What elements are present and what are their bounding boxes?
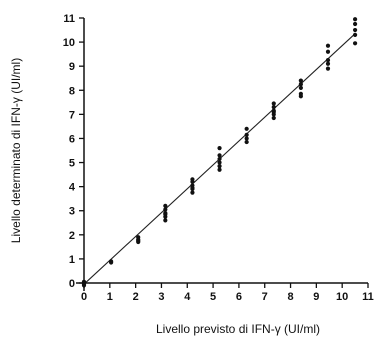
x-tick-label: 10	[336, 291, 348, 303]
x-tick-label: 8	[287, 291, 293, 303]
data-point	[190, 177, 195, 182]
data-point	[271, 101, 276, 106]
data-point	[217, 167, 222, 172]
data-point	[217, 164, 222, 169]
data-point	[298, 82, 303, 87]
data-points-layer	[81, 17, 358, 288]
y-tick-label: 6	[69, 133, 75, 145]
data-point	[325, 49, 331, 54]
y-tick-label: 4	[69, 182, 76, 194]
data-point	[190, 190, 195, 195]
x-ticks: 0 1 2 3 4 5 6 7 8 9 10 11	[81, 283, 374, 303]
y-tick-label: 3	[69, 206, 75, 218]
data-point	[217, 156, 222, 162]
x-tick-label: 5	[210, 291, 216, 303]
y-tick-label: 9	[69, 61, 75, 73]
data-point	[244, 126, 249, 131]
x-tick-label: 7	[262, 291, 268, 303]
x-tick-label: 4	[184, 291, 191, 303]
data-point	[325, 43, 331, 48]
data-point	[136, 235, 141, 240]
y-tick-label: 2	[69, 230, 75, 242]
data-point	[271, 105, 276, 110]
data-point	[217, 153, 222, 158]
data-point	[163, 203, 168, 209]
x-tick-label: 9	[313, 291, 319, 303]
data-point	[163, 218, 168, 223]
data-point	[352, 32, 358, 37]
y-tick-label: 8	[69, 85, 75, 97]
x-tick-label: 1	[107, 291, 113, 303]
y-ticks: 0 1 2 3 4 5 6 7 8 9 10 11	[63, 13, 84, 290]
data-point	[244, 132, 249, 137]
data-point	[298, 85, 303, 90]
y-axis-title: Livello determinato di IFN-γ (UI/ml)	[9, 58, 23, 243]
data-point	[217, 160, 222, 165]
y-tick-label: 7	[69, 109, 75, 121]
data-point	[136, 238, 141, 243]
data-point	[163, 212, 168, 217]
data-point	[244, 136, 249, 141]
data-point	[352, 41, 358, 46]
data-point	[217, 145, 222, 151]
data-point	[352, 27, 358, 33]
x-tick-label: 11	[362, 291, 374, 303]
y-tick-label: 5	[69, 158, 75, 170]
data-point	[163, 207, 168, 212]
x-tick-label: 2	[133, 291, 139, 303]
x-tick-label: 0	[81, 291, 87, 303]
data-point	[325, 61, 331, 66]
data-point	[352, 21, 358, 27]
y-tick-label: 11	[63, 13, 75, 25]
data-point	[325, 66, 331, 71]
x-tick-label: 6	[236, 291, 242, 303]
data-point	[271, 115, 276, 121]
data-point	[109, 259, 114, 264]
y-tick-label: 0	[69, 278, 75, 290]
data-point	[271, 109, 276, 115]
data-point	[190, 185, 195, 190]
data-point	[298, 78, 303, 83]
axes	[76, 18, 368, 291]
y-tick-label: 10	[63, 37, 75, 49]
data-point	[244, 139, 249, 145]
data-point	[325, 58, 331, 63]
data-point	[352, 17, 358, 22]
data-point	[298, 91, 303, 96]
x-axis-title: Livello previsto di IFN-γ (UI/ml)	[156, 322, 320, 336]
y-tick-label: 1	[69, 254, 75, 266]
x-tick-label: 3	[158, 291, 164, 303]
